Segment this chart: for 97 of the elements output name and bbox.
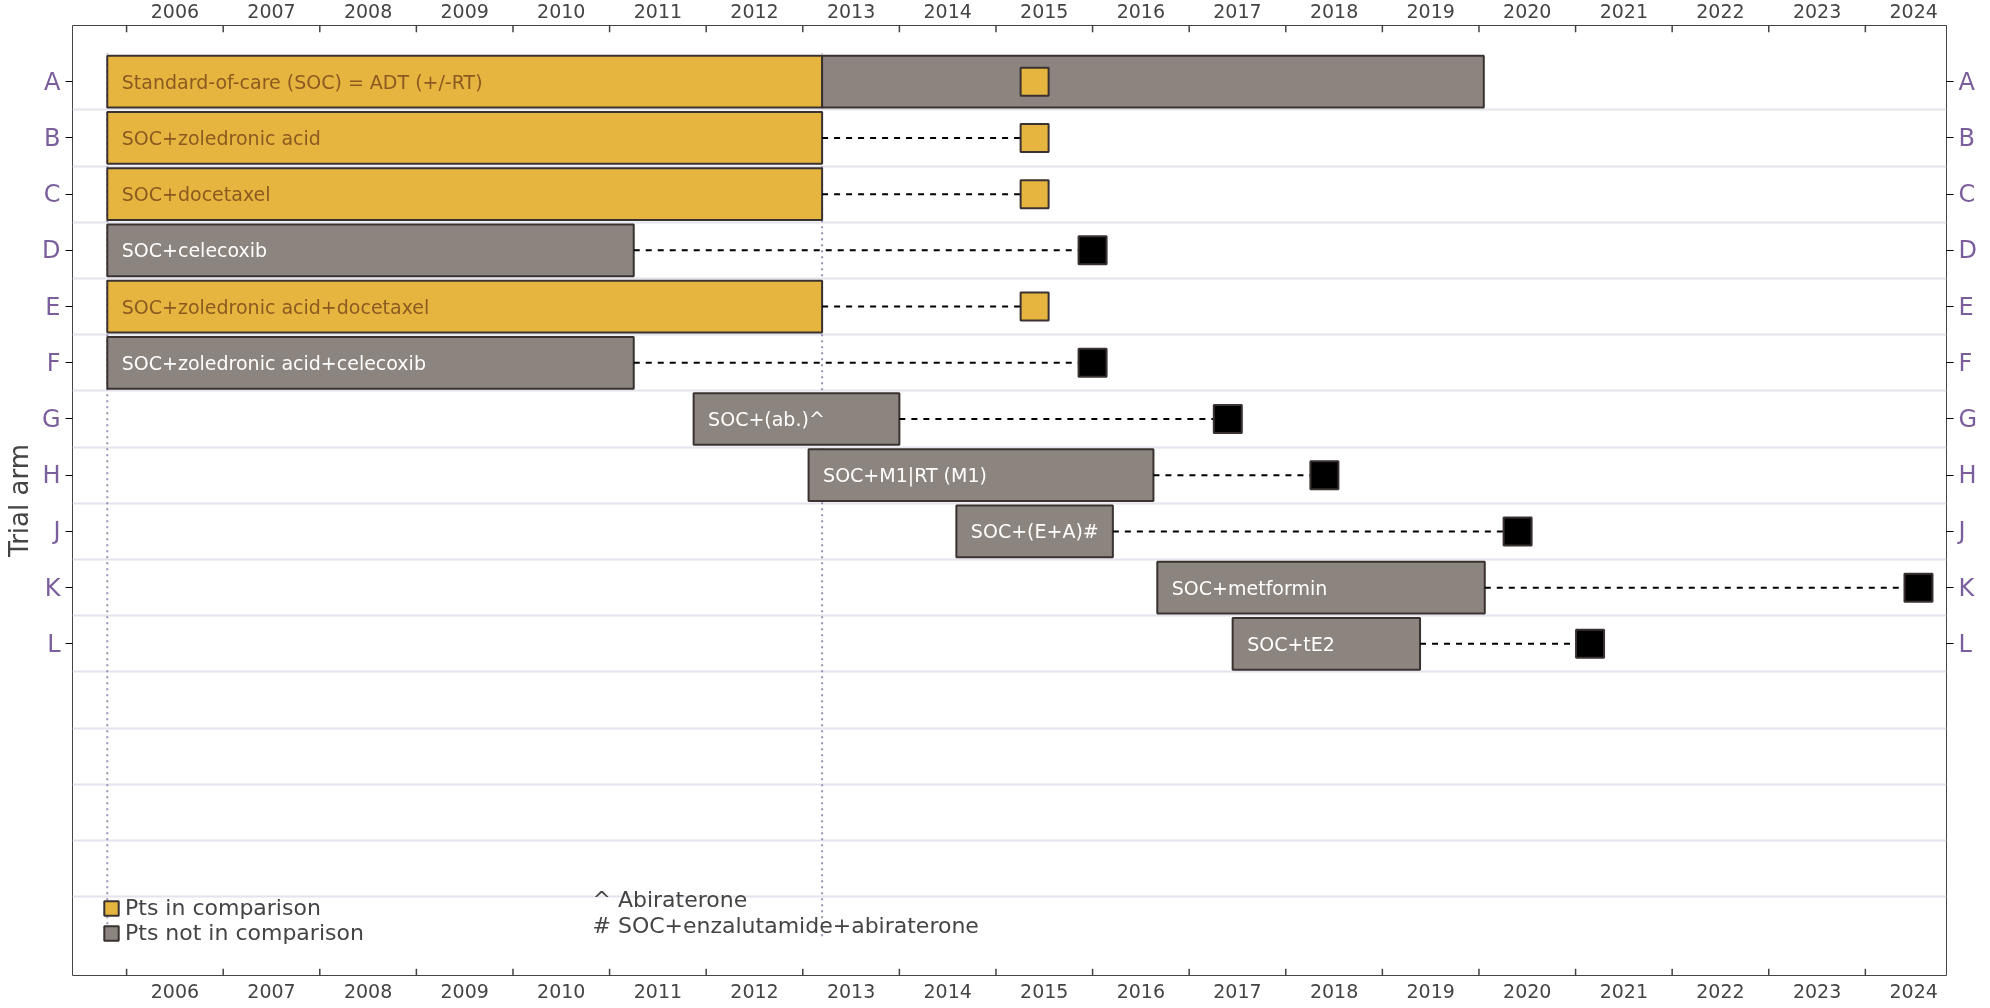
y-axis-title: Trial arm <box>3 444 34 558</box>
x2-tick-label: 2013 <box>826 0 876 22</box>
y2-tick-label: A <box>44 67 62 96</box>
point <box>1019 122 1050 153</box>
x2-tick-label: 2009 <box>440 0 489 22</box>
x2-tick-label: 2017 <box>1213 0 1262 22</box>
data-label: SOC+docetaxel <box>121 183 271 206</box>
x-tick-label: 2010 <box>537 979 586 1002</box>
point <box>1575 628 1606 659</box>
x-tick-label: 2017 <box>1213 979 1262 1002</box>
x2-tick-label: 2012 <box>730 0 779 22</box>
x2-tick-label: 2011 <box>633 0 683 22</box>
y-tick-label: G <box>1958 404 1978 433</box>
x2-tick-label: 2010 <box>537 0 586 22</box>
x2-tick-label: 2020 <box>1503 0 1552 22</box>
y2-tick-label: E <box>45 292 61 321</box>
x-tick-label: 2014 <box>923 979 972 1002</box>
point <box>1019 66 1050 97</box>
point <box>1212 403 1243 434</box>
data-label: SOC+(E+A)# <box>970 520 1099 543</box>
x2-tick-label: 2008 <box>343 0 393 22</box>
point <box>1077 347 1108 378</box>
data-label: SOC+zoledronic acid+celecoxib <box>121 351 426 374</box>
y-tick-label: J <box>1956 517 1966 546</box>
point <box>1309 460 1340 491</box>
bar <box>106 111 824 165</box>
x2-tick-label: 2014 <box>923 0 972 22</box>
x-tick-label: 2024 <box>1889 979 1938 1002</box>
point <box>1077 235 1108 266</box>
data-label: SOC+zoledronic acid+docetaxel <box>121 295 430 318</box>
x-tick-label: 2015 <box>1020 979 1069 1002</box>
x2-tick-label: 2019 <box>1406 0 1455 22</box>
data-label: SOC+zoledronic acid <box>121 126 321 149</box>
x-tick-label: 2019 <box>1406 979 1455 1002</box>
bar <box>807 448 1155 503</box>
point <box>1903 572 1934 603</box>
data-label: SOC+(ab.)^ <box>708 407 825 430</box>
x-tick-label: 2018 <box>1309 979 1359 1002</box>
data-label: SOC+celecoxib <box>121 239 268 262</box>
point <box>1502 516 1533 547</box>
x2-tick-label: 2024 <box>1889 0 1938 22</box>
bar <box>1231 616 1422 671</box>
y-tick-label: C <box>1958 180 1976 209</box>
x-tick-label: 2020 <box>1503 979 1552 1002</box>
y2-tick-label: B <box>44 123 61 152</box>
x-tick-label: 2007 <box>247 979 296 1002</box>
data-label: SOC+metformin <box>1171 576 1328 599</box>
y-tick-label: L <box>1958 629 1973 658</box>
x-tick-label: 2021 <box>1599 979 1649 1002</box>
y2-tick-label: H <box>42 461 61 490</box>
bar <box>955 504 1114 559</box>
data-label: SOC+tE2 <box>1247 632 1335 655</box>
legend-label: Pts in comparison <box>125 895 321 920</box>
x-tick-label: 2016 <box>1116 979 1166 1002</box>
x-tick-label: 2013 <box>826 979 876 1002</box>
y-tick-label: F <box>1958 348 1973 377</box>
x-tick-label: 2011 <box>633 979 683 1002</box>
bar <box>106 335 635 390</box>
x-tick-label: 2012 <box>730 979 779 1002</box>
y-tick-label: H <box>1958 461 1977 490</box>
x2-tick-label: 2023 <box>1792 0 1842 22</box>
y2-tick-label: D <box>42 236 61 265</box>
y2-tick-label: J <box>51 517 61 546</box>
y-tick-label: D <box>1958 236 1977 265</box>
bar <box>106 279 824 334</box>
x2-tick-label: 2015 <box>1020 0 1069 22</box>
y-tick-label: A <box>1958 67 1976 96</box>
data-label: SOC+M1|RT (M1) <box>823 464 987 488</box>
x2-tick-label: 2021 <box>1599 0 1649 22</box>
y2-tick-label: K <box>44 573 62 602</box>
x-tick-label: 2009 <box>440 979 489 1002</box>
data-label: Standard-of-care (SOC) = ADT (+/-RT) <box>121 70 483 93</box>
legend-label: Pts not in comparison <box>125 920 364 945</box>
x2-tick-label: 2022 <box>1696 0 1745 22</box>
x-tick-label: 2022 <box>1696 979 1745 1002</box>
y2-tick-label: G <box>41 404 61 433</box>
y-tick-label: K <box>1958 573 1976 602</box>
bar <box>106 223 635 278</box>
x-tick-label: 2023 <box>1792 979 1842 1002</box>
x2-tick-label: 2006 <box>150 0 200 22</box>
x2-tick-label: 2007 <box>247 0 296 22</box>
bar <box>692 392 901 446</box>
y-tick-label: E <box>1958 292 1974 321</box>
x-tick-label: 2006 <box>150 979 200 1002</box>
bar <box>106 167 824 221</box>
x-tick-label: 2008 <box>343 979 393 1002</box>
point <box>1019 291 1050 322</box>
bar <box>1156 560 1486 615</box>
y2-tick-label: L <box>47 629 62 658</box>
x2-tick-label: 2016 <box>1116 0 1166 22</box>
annotation: # SOC+enzalutamide+abiraterone <box>592 912 979 938</box>
y2-tick-label: C <box>43 180 61 209</box>
y-tick-label: B <box>1958 123 1975 152</box>
y2-tick-label: F <box>46 348 61 377</box>
point <box>1019 179 1050 210</box>
x2-tick-label: 2018 <box>1309 0 1359 22</box>
annotation: ^ Abiraterone <box>592 886 748 912</box>
